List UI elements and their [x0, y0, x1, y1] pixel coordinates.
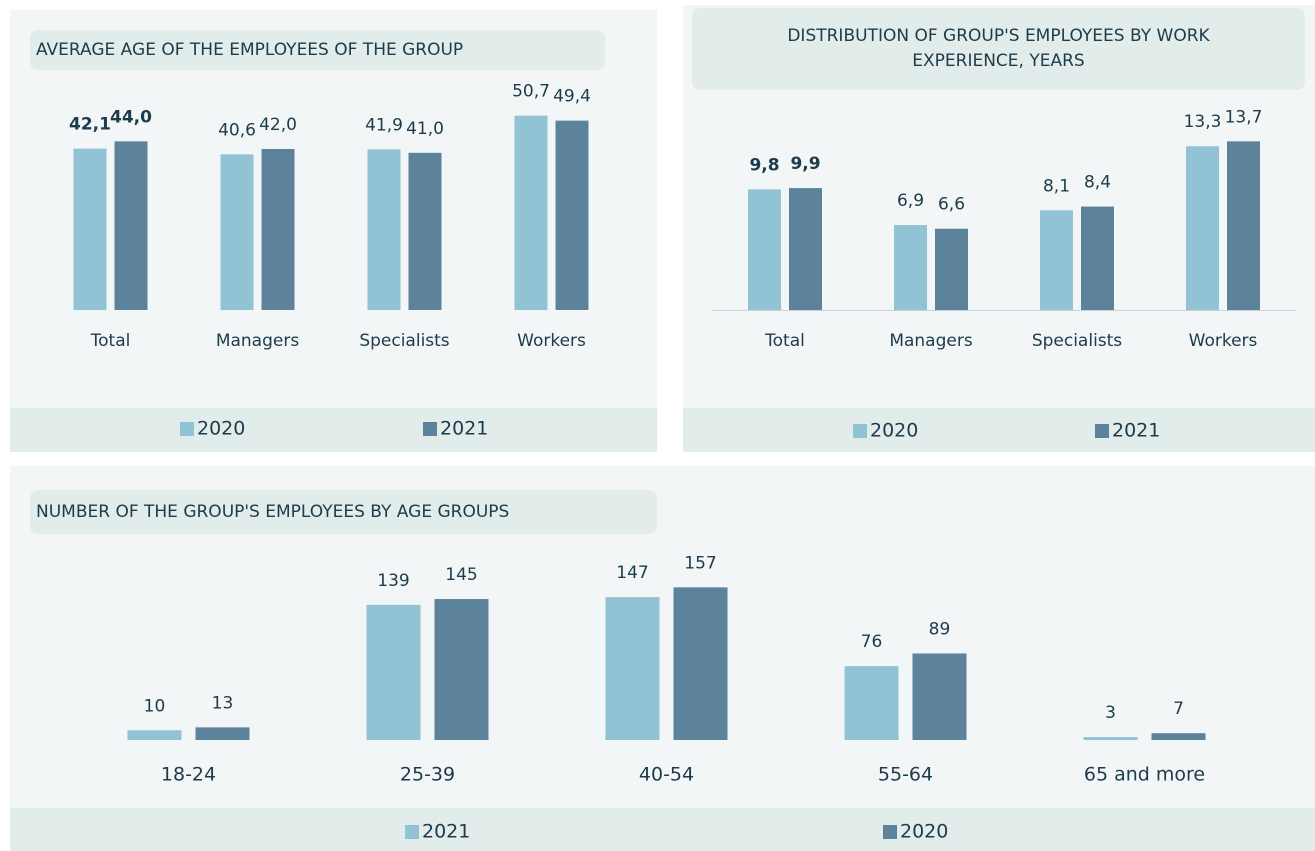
data-label: 139: [377, 571, 409, 591]
legend-bar: [10, 408, 657, 452]
data-label: 157: [684, 553, 716, 573]
legend-swatch: [405, 825, 419, 839]
legend-swatch: [853, 424, 867, 438]
x-tick-label: Workers: [517, 331, 586, 351]
bar: [366, 604, 421, 740]
data-label: 9,8: [749, 155, 779, 175]
x-tick-label: Workers: [1189, 331, 1258, 351]
data-label: 41,9: [365, 115, 403, 135]
x-tick-label: 40-54: [639, 764, 694, 786]
x-tick-label: Managers: [216, 331, 300, 351]
bar: [220, 154, 254, 310]
bar: [605, 597, 660, 740]
bar: [1040, 210, 1073, 310]
bar: [1081, 206, 1114, 310]
bar: [114, 141, 148, 310]
bar: [408, 152, 442, 310]
bar: [1227, 141, 1260, 310]
data-label: 44,0: [110, 107, 152, 127]
data-label: 6,6: [938, 195, 965, 215]
legend-swatch: [1095, 424, 1109, 438]
x-tick-label: Specialists: [1032, 331, 1122, 351]
bar: [261, 149, 295, 310]
bar: [195, 727, 250, 740]
data-label: 10: [144, 696, 166, 716]
data-label: 9,9: [790, 154, 820, 174]
chart-title: DISTRIBUTION OF GROUP'S EMPLOYEES BY WOR…: [692, 8, 1305, 90]
x-tick-label: Specialists: [359, 331, 449, 351]
legend-swatch: [180, 422, 194, 436]
data-label: 13: [212, 693, 234, 713]
data-label: 13,3: [1184, 112, 1222, 132]
x-tick-label: 25-39: [400, 764, 455, 786]
data-label: 147: [616, 563, 648, 583]
legend-label: 2020: [870, 420, 918, 442]
legend-swatch: [883, 825, 897, 839]
x-tick-label: Total: [90, 331, 131, 351]
data-label: 76: [861, 632, 883, 652]
data-label: 41,0: [406, 119, 444, 139]
x-tick-label: Managers: [889, 331, 973, 351]
legend-label: 2021: [1112, 420, 1160, 442]
bar: [673, 587, 728, 740]
bar: [894, 225, 927, 310]
data-label: 7: [1173, 699, 1184, 719]
bar: [73, 148, 107, 310]
data-label: 8,1: [1043, 176, 1070, 196]
legend-label: 2021: [440, 418, 488, 440]
bar: [1186, 146, 1219, 310]
legend-bar: [683, 408, 1315, 452]
data-label: 3: [1105, 703, 1116, 723]
bar: [748, 189, 781, 310]
data-label: 13,7: [1225, 107, 1263, 127]
data-label: 6,9: [897, 191, 924, 211]
legend-label: 2021: [422, 821, 470, 843]
bar: [844, 666, 899, 740]
bar: [912, 653, 967, 740]
data-label: 145: [445, 565, 477, 585]
data-label: 42,0: [259, 115, 297, 135]
bar: [935, 228, 968, 310]
data-label: 49,4: [553, 87, 591, 107]
x-tick-label: 65 and more: [1084, 764, 1205, 786]
legend-label: 2020: [900, 821, 948, 843]
data-label: 8,4: [1084, 173, 1111, 193]
legend-label: 2020: [197, 418, 245, 440]
bar: [127, 730, 182, 740]
data-label: 89: [929, 619, 951, 639]
data-label: 40,6: [218, 120, 256, 140]
x-tick-label: Total: [764, 331, 805, 351]
bar: [1151, 733, 1206, 740]
x-tick-label: 18-24: [161, 764, 216, 786]
data-label: 50,7: [512, 82, 550, 102]
bar: [1083, 737, 1138, 740]
bar: [555, 120, 589, 310]
bar: [367, 149, 401, 310]
legend-bar: [10, 808, 1315, 851]
chart-title: NUMBER OF THE GROUP'S EMPLOYEES BY AGE G…: [30, 490, 657, 534]
data-label: 42,1: [69, 115, 111, 135]
bar: [514, 115, 548, 311]
chart-title: AVERAGE AGE OF THE EMPLOYEES OF THE GROU…: [30, 30, 605, 70]
bar: [789, 188, 822, 310]
bar: [434, 599, 489, 740]
x-tick-label: 55-64: [878, 764, 933, 786]
legend-swatch: [423, 422, 437, 436]
